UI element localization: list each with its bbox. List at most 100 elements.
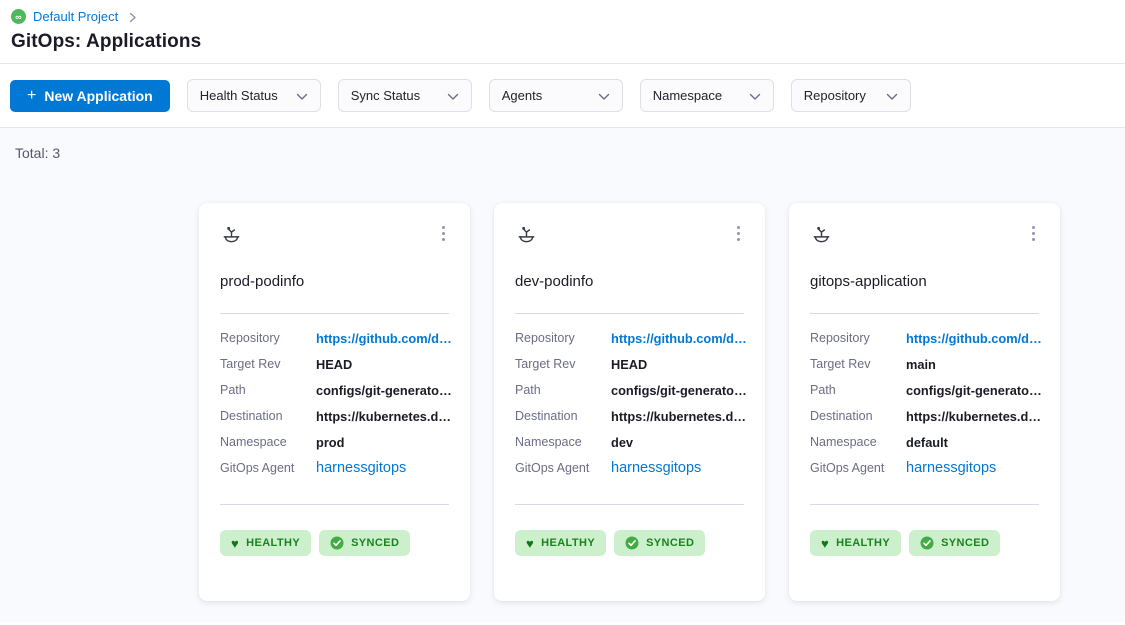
chevron-down-icon [296, 93, 308, 101]
toolbar: + New Application Health Status Sync Sta… [0, 64, 1125, 128]
chevron-down-icon [886, 93, 898, 101]
content-area: Total: 3 prod-podinfo Reposit [0, 128, 1125, 622]
divider [220, 313, 449, 314]
sync-status-badge: SYNCED [319, 530, 411, 556]
application-name[interactable]: dev-podinfo [515, 273, 594, 290]
field-value: HEAD [316, 356, 353, 372]
page-header: ∞ Default Project GitOps: Applications [0, 0, 1125, 64]
detail-row: Namespace default [810, 429, 1039, 455]
health-badge-label: HEALTHY [836, 537, 891, 549]
field-label: Repository [810, 331, 870, 345]
gitops-app-icon [220, 223, 243, 246]
field-value: https://kubernetes.d… [611, 408, 747, 424]
detail-row: GitOps Agent harnessgitops [220, 455, 449, 481]
filter-repository[interactable]: Repository [790, 79, 911, 112]
filter-label: Repository [803, 88, 866, 103]
chevron-down-icon [598, 93, 610, 101]
kebab-menu-button[interactable] [1024, 223, 1043, 244]
detail-row: Target Rev main [810, 351, 1039, 377]
detail-row: Path configs/git-generato… [515, 377, 747, 403]
field-value: dev [611, 434, 634, 450]
breadcrumb-project-link[interactable]: Default Project [33, 9, 119, 24]
kebab-menu-button[interactable] [729, 223, 748, 244]
field-value: HEAD [611, 356, 648, 372]
new-application-button[interactable]: + New Application [10, 79, 170, 112]
gitops-agent-link[interactable]: harnessgitops [906, 460, 997, 476]
repository-link[interactable]: https://github.com/d… [611, 330, 747, 346]
detail-row: Path configs/git-generato… [220, 377, 452, 403]
divider [515, 504, 744, 505]
repository-link[interactable]: https://github.com/d… [906, 330, 1042, 346]
field-label: Destination [515, 409, 578, 423]
detail-row: Destination https://kubernetes.d… [220, 403, 452, 429]
field-label: GitOps Agent [515, 461, 590, 475]
application-name[interactable]: prod-podinfo [220, 273, 305, 290]
filter-agents[interactable]: Agents [488, 79, 623, 112]
field-value: main [906, 356, 936, 372]
detail-row: Target Rev HEAD [220, 351, 449, 377]
detail-row: Repository https://github.com/d… [515, 325, 747, 351]
detail-row: Destination https://kubernetes.d… [810, 403, 1042, 429]
gitops-agent-link[interactable]: harnessgitops [611, 460, 702, 476]
repository-link[interactable]: https://github.com/d… [316, 330, 452, 346]
detail-row: Namespace prod [220, 429, 449, 455]
application-details: Repository https://github.com/d… Target R… [810, 325, 1042, 481]
check-circle-icon [330, 536, 344, 550]
field-label: Repository [220, 331, 280, 345]
page-title: GitOps: Applications [11, 31, 202, 52]
field-value: prod [316, 434, 345, 450]
application-card[interactable]: dev-podinfo Repository https://github.com… [494, 203, 765, 601]
sync-status-badge: SYNCED [614, 530, 706, 556]
field-label: Path [810, 383, 836, 397]
field-value: https://kubernetes.d… [906, 408, 1042, 424]
application-details: Repository https://github.com/d… Target R… [220, 325, 452, 481]
heart-icon: ♥ [231, 535, 240, 551]
detail-row: Repository https://github.com/d… [220, 325, 452, 351]
application-card[interactable]: gitops-application Repository https://git… [789, 203, 1060, 601]
filter-namespace[interactable]: Namespace [639, 79, 774, 112]
new-application-label: New Application [44, 87, 153, 104]
health-status-badge: ♥ HEALTHY [220, 530, 312, 556]
breadcrumb: ∞ Default Project [11, 9, 1113, 24]
health-badge-label: HEALTHY [246, 537, 301, 549]
sync-badge-label: SYNCED [351, 537, 400, 549]
health-status-badge: ♥ HEALTHY [810, 530, 902, 556]
field-label: Namespace [220, 435, 287, 449]
application-name[interactable]: gitops-application [810, 273, 927, 290]
heart-icon: ♥ [821, 535, 830, 551]
gitops-app-icon [515, 223, 538, 246]
divider [810, 313, 1039, 314]
field-label: Destination [810, 409, 873, 423]
field-value: configs/git-generato… [906, 382, 1042, 398]
chevron-down-icon [749, 93, 761, 101]
detail-row: Repository https://github.com/d… [810, 325, 1042, 351]
field-label: Path [220, 383, 246, 397]
gitops-app-icon [810, 223, 833, 246]
sync-badge-label: SYNCED [941, 537, 990, 549]
detail-row: Target Rev HEAD [515, 351, 744, 377]
field-label: Namespace [810, 435, 877, 449]
plus-icon: + [27, 86, 37, 104]
field-label: Namespace [515, 435, 582, 449]
filter-sync-status[interactable]: Sync Status [337, 79, 472, 112]
application-card[interactable]: prod-podinfo Repository https://github.co… [199, 203, 470, 601]
field-value: default [906, 434, 948, 450]
field-value: configs/git-generato… [316, 382, 452, 398]
field-label: Destination [220, 409, 283, 423]
field-label: Target Rev [515, 357, 576, 371]
health-status-badge: ♥ HEALTHY [515, 530, 607, 556]
detail-row: GitOps Agent harnessgitops [515, 455, 744, 481]
total-count: Total: 3 [15, 145, 61, 161]
field-label: Target Rev [220, 357, 281, 371]
filter-health-status[interactable]: Health Status [186, 79, 321, 112]
kebab-menu-button[interactable] [434, 223, 453, 244]
sync-badge-label: SYNCED [646, 537, 695, 549]
filter-label: Sync Status [350, 88, 421, 103]
check-circle-icon [625, 536, 639, 550]
filter-label: Agents [501, 88, 543, 103]
field-value: https://kubernetes.d… [316, 408, 452, 424]
field-label: Path [515, 383, 541, 397]
gitops-agent-link[interactable]: harnessgitops [316, 460, 407, 476]
detail-row: Namespace dev [515, 429, 744, 455]
field-label: GitOps Agent [810, 461, 885, 475]
